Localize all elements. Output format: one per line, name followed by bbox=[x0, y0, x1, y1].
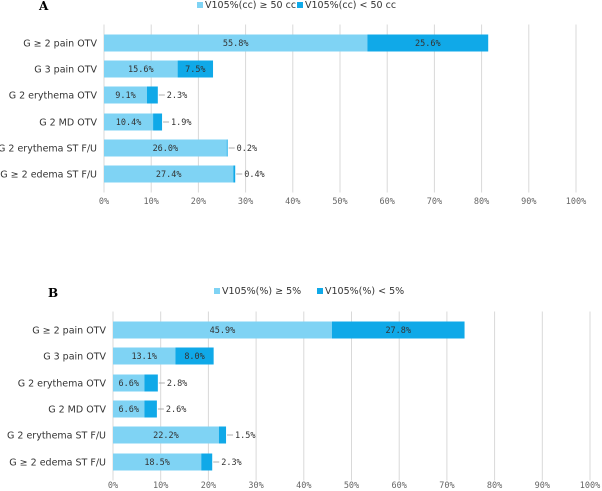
chart-b-category-label: G ≥ 2 pain OTV bbox=[32, 326, 106, 337]
chart-b-bar-series1 bbox=[113, 426, 219, 444]
chart-b-x-tick-label: 0% bbox=[108, 481, 118, 491]
chart-b-bar-series2 bbox=[175, 347, 214, 365]
chart-b-data-label: 2.3% bbox=[221, 458, 241, 468]
chart-b-bar-series1 bbox=[113, 453, 202, 471]
chart-b-panel-label: B bbox=[48, 286, 58, 300]
chart-b-data-label: 2.8% bbox=[167, 379, 187, 389]
chart-b-bar-series1 bbox=[113, 400, 145, 418]
chart-a-x-tick-label: 70% bbox=[427, 197, 442, 207]
chart-a-category-label: G 3 pain OTV bbox=[34, 65, 97, 76]
chart-a-bar-series2 bbox=[153, 113, 163, 131]
chart-b-x-tick-label: 100% bbox=[580, 481, 600, 491]
chart-b-legend-swatch bbox=[214, 288, 220, 294]
chart-a-bar-series2 bbox=[177, 60, 214, 78]
chart-b-data-label: 8.0% bbox=[184, 352, 204, 362]
chart-b-x-tick-label: 80% bbox=[487, 481, 502, 491]
chart-a-x-tick-label: 60% bbox=[380, 197, 395, 207]
chart-b-data-label: 22.2% bbox=[153, 431, 179, 441]
chart-a-x-tick-label: 80% bbox=[474, 197, 489, 207]
chart-b-data-label: 2.6% bbox=[166, 405, 186, 415]
chart-a-panel-label: A bbox=[38, 0, 49, 13]
chart-b-category-label: G 2 MD OTV bbox=[48, 405, 106, 416]
chart-b-x-tick-label: 50% bbox=[344, 481, 359, 491]
chart-b-data-label: 13.1% bbox=[131, 352, 157, 362]
chart-a-x-tick-label: 0% bbox=[99, 197, 109, 207]
chart-a-x-tick-label: 50% bbox=[332, 197, 347, 207]
chart-b-x-tick-label: 70% bbox=[439, 481, 454, 491]
chart-a-data-label: 0.2% bbox=[237, 144, 257, 154]
chart-b-data-label: 45.9% bbox=[210, 326, 236, 336]
chart-a-bar-series1 bbox=[104, 60, 178, 78]
chart-a-legend-label: V105%(cc) ≥ 50 cc bbox=[205, 0, 296, 11]
chart-b-data-label: 18.5% bbox=[144, 458, 170, 468]
chart-a-data-label: 27.4% bbox=[156, 170, 182, 180]
chart-b-category-label: G 3 pain OTV bbox=[43, 352, 106, 363]
chart-b-bar-series2 bbox=[144, 400, 157, 418]
chart-a-data-label: 26.0% bbox=[153, 144, 179, 154]
chart-a-bar-series1 bbox=[104, 165, 234, 183]
chart-b-data-label: 27.8% bbox=[385, 326, 411, 336]
chart-b-bar-series1 bbox=[113, 374, 145, 392]
chart-b-x-tick-label: 40% bbox=[296, 481, 311, 491]
chart-a-category-label: G ≥ 2 edema ST F/U bbox=[0, 170, 97, 181]
chart-b-bar-series2 bbox=[144, 374, 158, 392]
chart-b-category-label: G 2 erythema OTV bbox=[18, 379, 107, 390]
chart-a-bar-series1 bbox=[104, 34, 368, 52]
chart-b-bar-series1 bbox=[113, 347, 176, 365]
chart-a-category-label: G 2 MD OTV bbox=[39, 118, 97, 129]
chart-b-bar-series1 bbox=[113, 321, 332, 339]
chart-a-category-label: G 2 erythema ST F/U bbox=[0, 144, 97, 155]
chart-b-legend-label: V105%(%) < 5% bbox=[325, 286, 404, 297]
chart-a-legend-swatch bbox=[297, 2, 303, 8]
chart-a-bar-series2 bbox=[146, 86, 158, 104]
chart-b-data-label: 6.6% bbox=[118, 379, 138, 389]
chart-b-category-label: G ≥ 2 edema ST F/U bbox=[9, 458, 106, 469]
chart-a-bar-series2 bbox=[226, 139, 228, 157]
chart-a-data-label: 0.4% bbox=[244, 170, 264, 180]
chart-a-legend-swatch bbox=[197, 2, 203, 8]
chart-a-x-tick-label: 40% bbox=[285, 197, 300, 207]
chart-b-category-label: G 2 erythema ST F/U bbox=[7, 431, 106, 442]
chart-b-bar-series2 bbox=[201, 453, 213, 471]
chart-a-data-label: 2.3% bbox=[167, 91, 187, 101]
chart-b-legend-swatch bbox=[317, 288, 323, 294]
chart-a-x-tick-label: 10% bbox=[144, 197, 159, 207]
chart-b-bar-series2 bbox=[331, 321, 465, 339]
chart-a-bar-series2 bbox=[367, 34, 489, 52]
chart-b-x-tick-label: 30% bbox=[248, 481, 263, 491]
chart-a-x-tick-label: 90% bbox=[521, 197, 536, 207]
chart-a-data-label: 1.9% bbox=[171, 118, 191, 128]
chart-a-category-label: G 2 erythema OTV bbox=[9, 91, 98, 102]
chart-a-bar-series2 bbox=[233, 165, 236, 183]
chart-a-legend-label: V105%(cc) < 50 cc bbox=[305, 0, 396, 11]
chart-a-x-tick-label: 30% bbox=[238, 197, 253, 207]
chart-b-data-label: 6.6% bbox=[118, 405, 138, 415]
chart-b-x-tick-label: 60% bbox=[392, 481, 407, 491]
chart-a-x-tick-label: 100% bbox=[566, 197, 586, 207]
chart-a-bar-series1 bbox=[104, 86, 147, 104]
chart-b-bar-series2 bbox=[218, 426, 227, 444]
chart-a-data-label: 25.6% bbox=[415, 39, 441, 49]
chart-b-x-tick-label: 10% bbox=[153, 481, 168, 491]
chart-a-data-label: 10.4% bbox=[116, 118, 142, 128]
chart-a-bar-series1 bbox=[104, 139, 227, 157]
chart-a-data-label: 55.8% bbox=[223, 39, 249, 49]
chart-a-data-label: 15.6% bbox=[128, 65, 154, 75]
chart-a-data-label: 9.1% bbox=[115, 91, 135, 101]
chart-a-category-label: G ≥ 2 pain OTV bbox=[23, 39, 97, 50]
chart-a-bar-series1 bbox=[104, 113, 154, 131]
chart-b-data-label: 1.5% bbox=[235, 431, 255, 441]
chart-a-data-label: 7.5% bbox=[185, 65, 205, 75]
chart-b-x-tick-label: 20% bbox=[201, 481, 216, 491]
chart-b-legend-label: V105%(%) ≥ 5% bbox=[222, 286, 301, 297]
chart-b-x-tick-label: 90% bbox=[535, 481, 550, 491]
chart-a-x-tick-label: 20% bbox=[191, 197, 206, 207]
